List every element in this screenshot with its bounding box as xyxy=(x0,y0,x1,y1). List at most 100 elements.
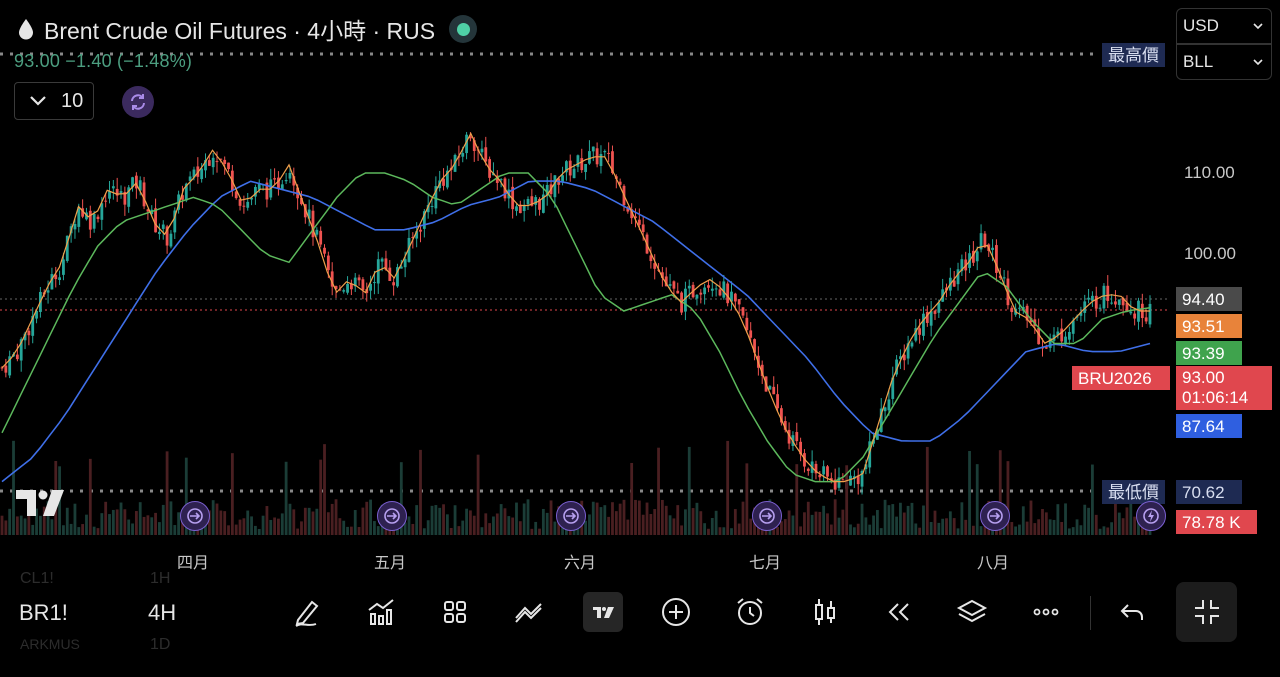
price-chart[interactable] xyxy=(0,0,1280,540)
volume-bar xyxy=(223,511,227,535)
candle-body xyxy=(580,158,584,171)
symbol-selector[interactable]: BR1! xyxy=(19,600,68,625)
volume-bar xyxy=(111,509,115,535)
volume-bar xyxy=(1110,522,1114,535)
event-marker-icon[interactable] xyxy=(377,501,407,531)
candle-body xyxy=(599,154,603,166)
candle-body xyxy=(19,339,23,361)
candle-body xyxy=(856,475,860,485)
volume-bar xyxy=(115,509,119,535)
volume-bar xyxy=(722,527,726,535)
unit-select[interactable]: BLL xyxy=(1176,44,1272,80)
volume-bar xyxy=(108,514,111,535)
event-marker-icon[interactable] xyxy=(980,501,1010,531)
candle-body xyxy=(15,354,19,360)
candle-body xyxy=(511,186,515,210)
candle-body xyxy=(123,191,127,205)
volume-bar xyxy=(219,510,223,535)
volume-bar xyxy=(334,499,338,535)
volume-bar xyxy=(96,528,100,535)
candle-body xyxy=(1121,298,1125,306)
volume-bar xyxy=(649,514,653,535)
event-marker-icon[interactable] xyxy=(752,501,782,531)
candle-body xyxy=(883,407,887,412)
add-icon[interactable] xyxy=(656,592,696,632)
volume-bar xyxy=(1075,519,1079,535)
volume-bar xyxy=(1006,461,1010,535)
volume-bar xyxy=(1052,519,1056,535)
layout-grid-icon[interactable] xyxy=(435,592,475,632)
event-marker-icon[interactable] xyxy=(180,501,210,531)
volume-bar xyxy=(215,503,219,535)
volume-bar xyxy=(311,511,315,535)
market-status-icon[interactable] xyxy=(449,15,478,43)
volume-bar xyxy=(277,518,280,535)
volume-bar xyxy=(27,514,31,535)
layers-icon[interactable] xyxy=(952,592,992,632)
lightning-event-icon[interactable] xyxy=(1136,501,1166,531)
sync-icon[interactable] xyxy=(122,86,154,118)
alarm-icon[interactable] xyxy=(730,592,770,632)
candle-body xyxy=(522,205,526,212)
price-tag-ma-slow: 87.64 xyxy=(1176,414,1242,438)
volume-bar xyxy=(588,514,591,535)
candle-body xyxy=(280,184,284,190)
volume-bar xyxy=(1021,506,1025,535)
collapse-fullscreen-button[interactable] xyxy=(1176,582,1237,642)
candle-body xyxy=(319,230,323,245)
candle-body xyxy=(933,310,937,314)
candle-body xyxy=(77,206,81,227)
undo-icon[interactable] xyxy=(1112,592,1152,632)
volume-bar xyxy=(376,526,380,535)
ma-mid-line xyxy=(1,172,1151,483)
volume-bar xyxy=(511,517,515,535)
volume-bar xyxy=(603,505,607,535)
candle-body xyxy=(369,283,372,291)
candle-body xyxy=(1048,338,1052,348)
timeframe-selector[interactable]: 4H xyxy=(148,600,177,625)
volume-bar xyxy=(1106,527,1110,535)
candle-body xyxy=(837,477,841,488)
volume-bar xyxy=(829,524,833,535)
candle-body xyxy=(465,134,468,154)
candle-body xyxy=(584,164,587,173)
volume-bar xyxy=(1044,512,1048,535)
volume-bar xyxy=(1087,507,1090,535)
volume-bar xyxy=(303,507,307,535)
candle-body xyxy=(288,172,292,179)
more-icon[interactable] xyxy=(1026,592,1066,632)
volume-bar xyxy=(507,516,511,535)
candle-body xyxy=(254,186,257,197)
volume-bar xyxy=(1071,527,1075,535)
replay-icon[interactable] xyxy=(878,592,918,632)
draw-icon[interactable] xyxy=(288,592,328,632)
volume-bar xyxy=(407,516,411,535)
volume-bar xyxy=(1041,509,1044,535)
volume-bar xyxy=(476,454,480,535)
candle-body xyxy=(31,315,35,336)
candle-body xyxy=(1133,313,1137,319)
currency-select[interactable]: USD xyxy=(1176,8,1272,44)
candle-body xyxy=(534,197,538,205)
candle-body xyxy=(868,441,872,468)
volume-bar xyxy=(668,515,672,535)
indicators-collapse-button[interactable]: 10 xyxy=(14,82,94,120)
indicators-icon[interactable] xyxy=(361,592,401,632)
volume-bar xyxy=(664,505,668,535)
volume-bar xyxy=(891,504,895,535)
candle-body xyxy=(814,463,818,474)
candle-body xyxy=(849,475,852,486)
volume-bar xyxy=(184,457,188,535)
symbol-title-bar[interactable]: Brent Crude Oil Futures · 4小時 · RUS xyxy=(16,12,478,46)
volume-bar xyxy=(584,520,587,535)
event-marker-icon[interactable] xyxy=(556,501,586,531)
candles-icon[interactable] xyxy=(805,592,845,632)
volume-bar xyxy=(591,501,595,535)
candle-body xyxy=(211,157,215,168)
tradingview-icon[interactable] xyxy=(583,592,623,632)
volume-bar xyxy=(361,507,365,535)
compare-icon[interactable] xyxy=(509,592,549,632)
volume-bar xyxy=(979,526,983,535)
volume-bar xyxy=(810,514,814,535)
volume-bar xyxy=(611,502,614,535)
